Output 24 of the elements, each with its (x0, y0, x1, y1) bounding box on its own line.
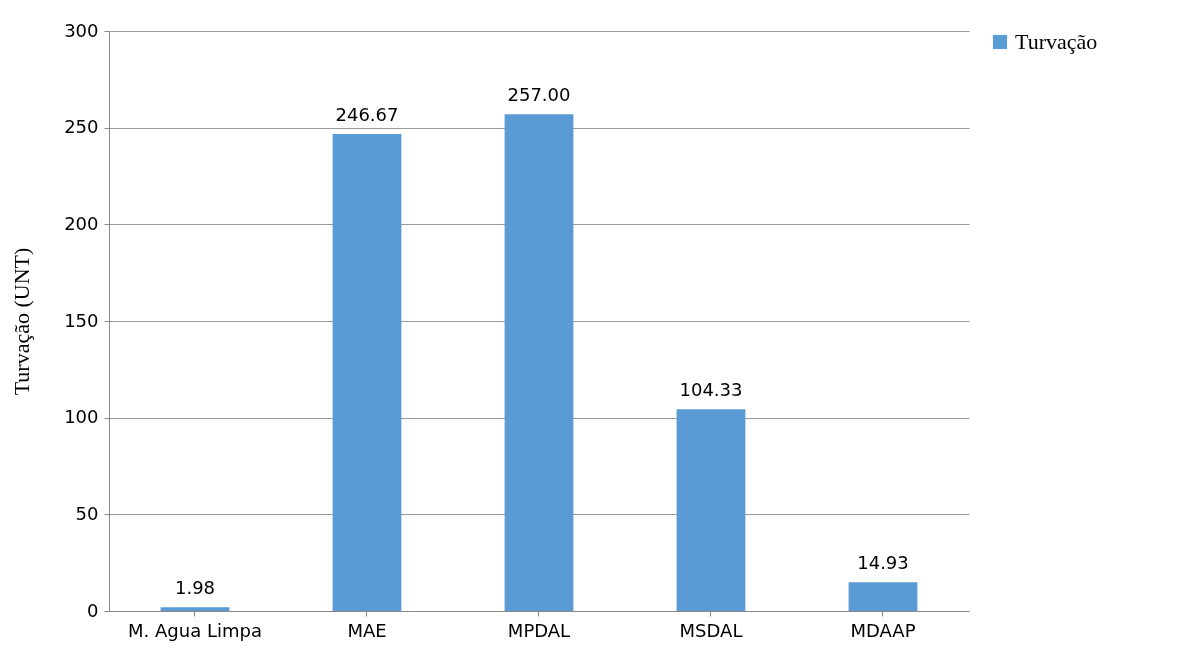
y-tick-label: 150 (64, 309, 99, 331)
x-tick-label: M. Agua Limpa (128, 619, 262, 641)
x-tick-label: MAE (347, 619, 387, 641)
y-tick-label: 250 (64, 116, 99, 138)
x-tick-label: MDAAP (850, 619, 916, 641)
bar (332, 134, 402, 611)
data-label: 14.93 (857, 552, 909, 574)
y-tick-label: 300 (64, 19, 99, 41)
y-tick-label: 200 (64, 212, 99, 234)
bar (676, 409, 746, 611)
legend-label: Turvação (1015, 29, 1098, 54)
bar (504, 114, 574, 611)
data-label: 104.33 (679, 379, 743, 401)
y-tick-label: 50 (75, 502, 99, 524)
x-tick-label: MSDAL (679, 619, 743, 641)
y-tick-label: 0 (87, 599, 99, 621)
data-label: 257.00 (507, 84, 571, 106)
bar (848, 582, 918, 611)
bar (160, 607, 230, 611)
y-axis-title: Turvação (UNT) (9, 247, 35, 396)
data-label: 246.67 (335, 104, 399, 126)
y-tick-label: 100 (64, 406, 99, 428)
x-tick-label: MPDAL (507, 619, 571, 641)
data-label: 1.98 (174, 577, 216, 599)
